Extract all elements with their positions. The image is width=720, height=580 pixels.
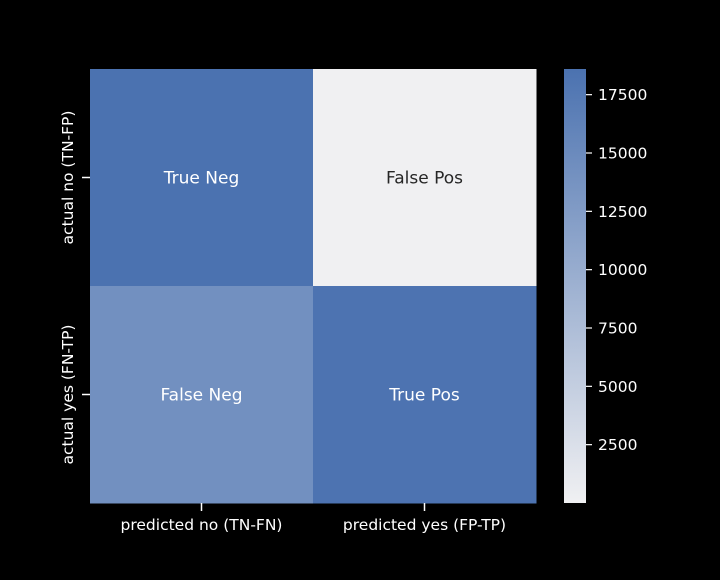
y-tick-label-0: actual no (TN-FP) (59, 111, 77, 245)
cell-label-r0-c0: True Neg (163, 169, 239, 189)
heatmap-cell-r1-c0 (90, 286, 314, 504)
x-tick-label-0: predicted no (TN-FN) (121, 516, 283, 534)
heatmap-cells: True Neg False Pos False Neg True Pos (90, 69, 537, 504)
colorbar-tick-label-6: 17500 (598, 86, 647, 104)
cell-label-r1-c0: False Neg (160, 386, 242, 406)
colorbar-tick-label-3: 10000 (598, 261, 647, 279)
x-tick-label-1: predicted yes (FP-TP) (343, 516, 506, 534)
colorbar-tick-label-0: 2500 (598, 436, 637, 454)
colorbar-tick-label-2: 7500 (598, 320, 637, 338)
colorbar-bar (564, 69, 586, 503)
cell-label-r1-c1: True Pos (388, 386, 460, 406)
heatmap-cell-r1-c1 (313, 286, 537, 504)
colorbar-tick-label-1: 5000 (598, 378, 637, 396)
heatmap-cell-r0-c1 (313, 69, 537, 287)
heatmap-cell-r0-c0 (90, 69, 314, 287)
cell-label-r0-c1: False Pos (386, 169, 463, 189)
colorbar-tick-label-4: 12500 (598, 203, 647, 221)
colorbar-tick-label-5: 15000 (598, 145, 647, 163)
axis-ticks: predicted no (TN-FN) predicted yes (FP-TP… (59, 111, 506, 534)
colorbar: 2500 5000 7500 10000 12500 15000 17500 (564, 69, 647, 503)
y-tick-label-1: actual yes (FN-TP) (59, 325, 77, 465)
